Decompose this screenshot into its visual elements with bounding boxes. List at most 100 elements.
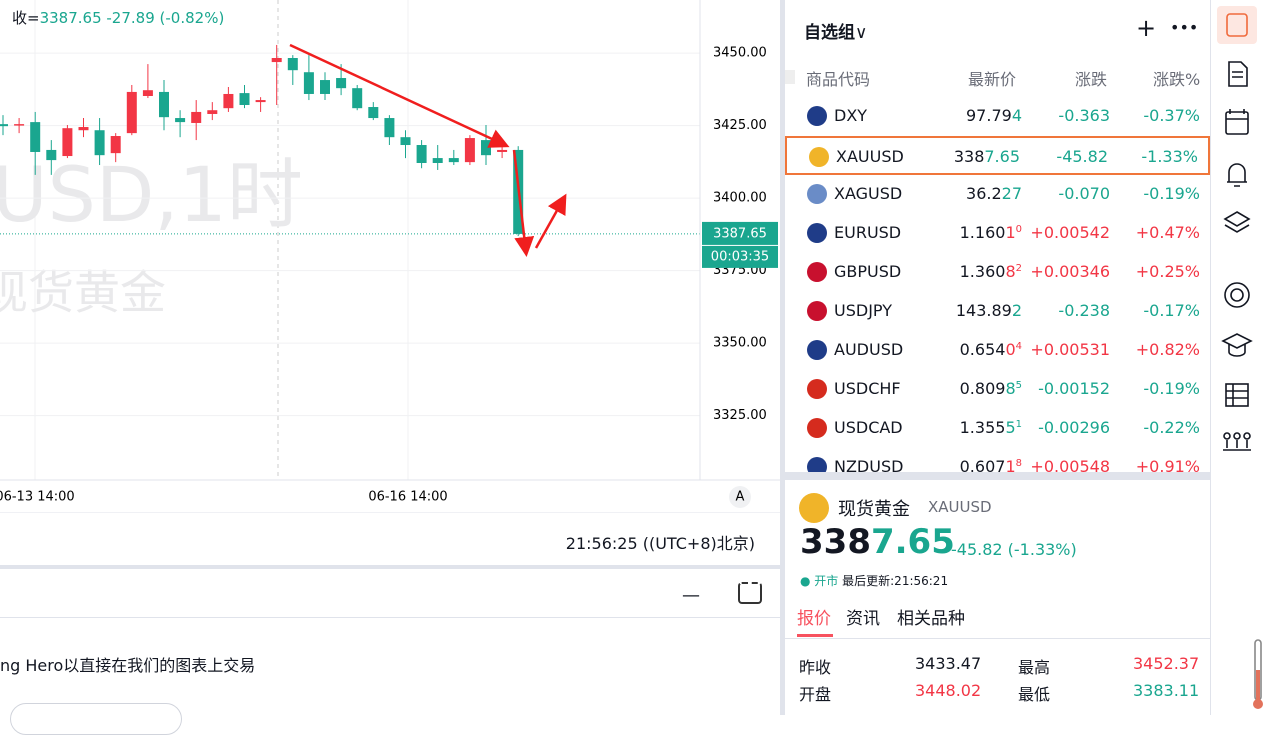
symbol-flag bbox=[807, 106, 827, 126]
watchlist-icon[interactable] bbox=[1226, 13, 1248, 37]
candle-body bbox=[14, 124, 25, 126]
dropdown-caret[interactable]: ∨ bbox=[855, 23, 868, 43]
price-superscript: 2 bbox=[1015, 263, 1022, 274]
candle-body bbox=[223, 93, 234, 109]
tab[interactable]: 报价 bbox=[797, 609, 831, 629]
y-tick-label: 3450.00 bbox=[713, 46, 767, 61]
last-price: 0.60718 bbox=[960, 457, 1022, 472]
price-base: 1.160 bbox=[959, 223, 1006, 242]
minimize-button[interactable]: — bbox=[682, 585, 700, 606]
candle-body bbox=[320, 80, 330, 94]
last-price: 1.16010 bbox=[960, 223, 1022, 242]
divider bbox=[1210, 0, 1211, 715]
watchlist-row[interactable]: XAUUSD 3387.65 -45.82 -1.33% bbox=[785, 136, 1210, 175]
stat-label: 最低 bbox=[1018, 685, 1051, 704]
last-price: 97.794 bbox=[966, 106, 1022, 125]
price-tag bbox=[702, 221, 778, 245]
candle-body bbox=[368, 107, 379, 119]
price-superscript: 4 bbox=[1015, 341, 1022, 352]
symbol-flag bbox=[807, 223, 827, 243]
symbol-flag bbox=[807, 184, 827, 204]
divider bbox=[0, 565, 780, 569]
change: -0.00152 bbox=[1038, 379, 1110, 398]
candle-body bbox=[271, 58, 282, 63]
detail-name: 现货黄金 bbox=[838, 499, 910, 520]
change: +0.00531 bbox=[1030, 340, 1110, 359]
tools-icon[interactable] bbox=[1223, 440, 1251, 451]
candle-body bbox=[142, 90, 153, 96]
watchlist-row[interactable]: USDCAD 1.35551 -0.00296 -0.22% bbox=[785, 409, 1210, 448]
change-pct: -0.17% bbox=[1143, 301, 1200, 320]
add-button[interactable]: + bbox=[1136, 14, 1157, 42]
watchlist-row[interactable]: GBPUSD 1.36082 +0.00346 +0.25% bbox=[785, 253, 1210, 292]
news-icon[interactable] bbox=[1228, 61, 1248, 87]
maximize-button[interactable] bbox=[738, 582, 762, 604]
education-icon[interactable] bbox=[1221, 333, 1253, 357]
panel-button[interactable] bbox=[10, 703, 182, 735]
clock[interactable]: 21:56:25 ((UTC+8)北京) bbox=[565, 534, 755, 553]
auto-scale-button[interactable] bbox=[729, 486, 751, 508]
candle-body bbox=[207, 110, 218, 114]
price-base: 0.607 bbox=[959, 457, 1006, 472]
last-price: 0.80985 bbox=[960, 379, 1022, 398]
tab[interactable]: 资讯 bbox=[846, 609, 880, 629]
y-tick-label: 3350.00 bbox=[713, 336, 767, 351]
price-base: 338 bbox=[800, 522, 871, 562]
status-text: 开市 bbox=[814, 574, 839, 588]
chart-legend: 收=3387.65 -27.89 (-0.82%) bbox=[0, 7, 224, 28]
candle-body bbox=[336, 78, 347, 89]
last-price: 0.65404 bbox=[960, 340, 1022, 359]
symbol: EURUSD bbox=[834, 223, 902, 242]
x-tick-label: 06-16 14:00 bbox=[368, 490, 447, 505]
stat-value: 3433.47 bbox=[915, 654, 982, 673]
last-update: 最后更新:21:56:21 bbox=[842, 574, 949, 588]
change: -0.363 bbox=[1058, 106, 1110, 125]
symbol-flag bbox=[807, 262, 827, 282]
symbol: USDCAD bbox=[834, 418, 903, 437]
watchlist-title-text[interactable]: 自选组 bbox=[804, 23, 855, 43]
candle-body bbox=[416, 145, 427, 163]
candle-body bbox=[287, 58, 298, 71]
annotation-arrow bbox=[512, 149, 535, 257]
change-pct: +0.91% bbox=[1135, 457, 1200, 472]
screener-icon[interactable] bbox=[1225, 383, 1249, 407]
calendar-icon[interactable] bbox=[1225, 111, 1249, 135]
divider bbox=[780, 0, 785, 715]
tab[interactable]: 相关品种 bbox=[897, 609, 965, 629]
candle-body bbox=[94, 130, 105, 156]
column-header[interactable]: 商品代码 bbox=[806, 70, 871, 89]
candle-body bbox=[191, 111, 202, 123]
y-tick-label: 3425.00 bbox=[713, 118, 767, 133]
watchlist-row[interactable]: EURUSD 1.16010 +0.00542 +0.47% bbox=[785, 214, 1210, 253]
annotation-arrow bbox=[289, 43, 510, 148]
watchlist-row[interactable]: USDJPY 143.892 -0.238 -0.17% bbox=[785, 292, 1210, 331]
watchlist-row[interactable]: XAGUSD 36.227 -0.070 -0.19% bbox=[785, 175, 1210, 214]
price-highlight: 7.65 bbox=[870, 522, 955, 562]
price-base: 97.79 bbox=[966, 106, 1012, 125]
chart: USD,1时 现货黄金 3450.003425.003400.003375.00… bbox=[0, 0, 780, 513]
layers-icon[interactable] bbox=[1223, 211, 1251, 233]
ideas-icon[interactable] bbox=[1224, 282, 1250, 308]
auto-scale-label[interactable]: A bbox=[736, 490, 745, 505]
tab-underline bbox=[797, 634, 833, 637]
symbol-flag bbox=[807, 379, 827, 399]
price-base: 1.360 bbox=[959, 262, 1006, 281]
column-header[interactable]: 涨跌 bbox=[1075, 70, 1108, 89]
watchlist-row[interactable]: USDCHF 0.80985 -0.00152 -0.19% bbox=[785, 370, 1210, 409]
last-price: 143.892 bbox=[956, 301, 1022, 320]
more-button[interactable]: ••• bbox=[1170, 18, 1199, 37]
symbol-icon bbox=[799, 493, 829, 523]
symbol: DXY bbox=[834, 106, 868, 125]
candle-body bbox=[464, 138, 475, 163]
legend-label: 收= bbox=[12, 9, 40, 27]
watchlist-title[interactable]: 自选组∨ bbox=[804, 18, 867, 43]
annotation-arrow bbox=[534, 193, 567, 249]
divider bbox=[785, 638, 1210, 639]
column-header[interactable]: 涨跌% bbox=[1153, 70, 1201, 89]
watchlist-row[interactable]: AUDUSD 0.65404 +0.00531 +0.82% bbox=[785, 331, 1210, 370]
column-header[interactable]: 最新价 bbox=[968, 70, 1017, 89]
candle-body bbox=[62, 128, 73, 157]
watchlist-row[interactable]: DXY 97.794 -0.363 -0.37% bbox=[785, 97, 1210, 136]
watchlist-row[interactable]: NZDUSD 0.60718 +0.00548 +0.91% bbox=[785, 448, 1210, 472]
alert-icon[interactable] bbox=[1227, 163, 1247, 187]
